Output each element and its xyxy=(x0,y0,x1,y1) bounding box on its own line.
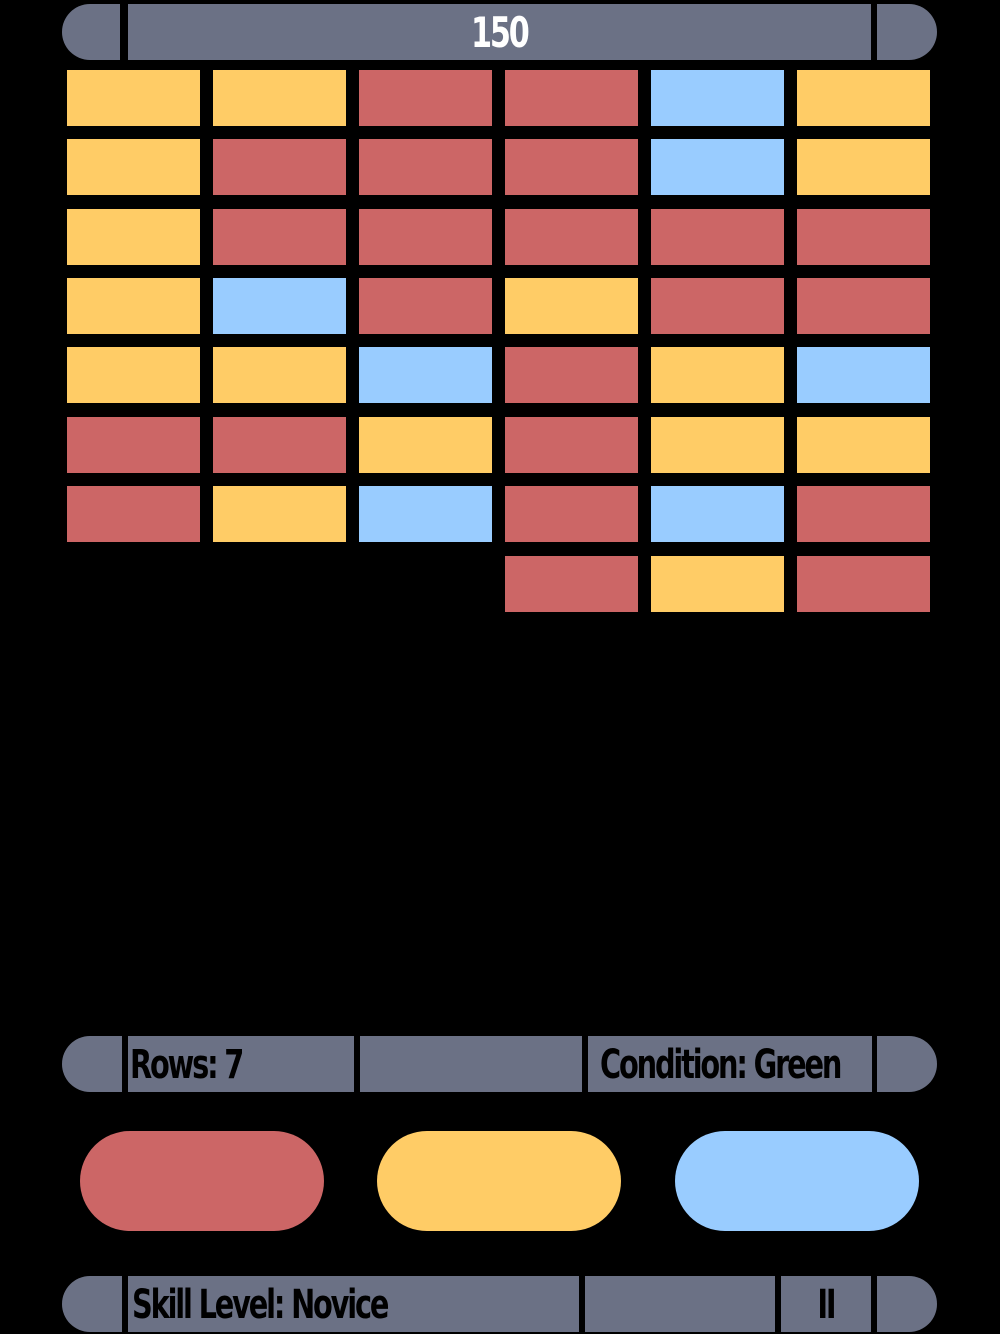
brick-red xyxy=(213,417,346,473)
brick-red xyxy=(505,347,638,403)
brick-blue xyxy=(359,486,492,542)
brick-yellow xyxy=(213,486,346,542)
rows-label: Rows: 7 xyxy=(130,1042,244,1088)
brick-yellow xyxy=(67,278,200,334)
pause-icon: II xyxy=(817,1282,836,1328)
status-bar-left-cap xyxy=(62,1036,122,1092)
score-value: 150 xyxy=(471,8,530,57)
brick-red xyxy=(213,139,346,195)
brick-yellow xyxy=(67,139,200,195)
brick-red xyxy=(67,417,200,473)
status-bar: Rows: 7 Condition: Green xyxy=(62,1036,937,1092)
skill-bar-blank-segment xyxy=(585,1276,775,1332)
brick-red xyxy=(505,417,638,473)
brick-red xyxy=(651,209,784,265)
rows-display: Rows: 7 xyxy=(128,1036,354,1092)
score-bar: 150 xyxy=(62,4,937,60)
brick-red xyxy=(797,278,930,334)
score-bar-right-cap xyxy=(877,4,937,60)
pause-button[interactable]: II xyxy=(781,1276,871,1332)
red-color-button[interactable] xyxy=(80,1131,324,1231)
score-bar-left-cap xyxy=(62,4,120,60)
score-display: 150 xyxy=(128,4,871,60)
brick-red xyxy=(213,209,346,265)
brick-red xyxy=(797,486,930,542)
brick-red xyxy=(359,70,492,126)
brick-red xyxy=(505,139,638,195)
brick-red xyxy=(505,556,638,612)
brick-red xyxy=(505,70,638,126)
brick-yellow xyxy=(213,347,346,403)
brick-blue xyxy=(797,347,930,403)
brick-blue xyxy=(651,139,784,195)
brick-red xyxy=(359,139,492,195)
brick-yellow xyxy=(67,70,200,126)
brick-yellow xyxy=(213,70,346,126)
brick-yellow xyxy=(505,278,638,334)
skill-level-display[interactable]: Skill Level: Novice xyxy=(128,1276,579,1332)
brick-yellow xyxy=(359,417,492,473)
skill-bar-right-cap xyxy=(877,1276,937,1332)
skill-bar-left-cap xyxy=(62,1276,122,1332)
blue-color-button[interactable] xyxy=(675,1131,919,1231)
skill-bar: Skill Level: Novice II xyxy=(62,1276,937,1332)
brick-yellow xyxy=(797,417,930,473)
brick-yellow xyxy=(651,347,784,403)
condition-display: Condition: Green xyxy=(588,1036,872,1092)
status-bar-blank-segment xyxy=(360,1036,582,1092)
brick-red xyxy=(359,278,492,334)
brick-blue xyxy=(651,486,784,542)
brick-yellow xyxy=(797,70,930,126)
condition-label: Condition: Green xyxy=(600,1042,842,1088)
skill-level-label: Skill Level: Novice xyxy=(132,1282,389,1328)
brick-red xyxy=(797,556,930,612)
brick-red xyxy=(505,486,638,542)
brick-yellow xyxy=(651,556,784,612)
brick-red xyxy=(67,486,200,542)
status-bar-right-cap xyxy=(877,1036,937,1092)
brick-blue xyxy=(213,278,346,334)
brick-red xyxy=(797,209,930,265)
brick-yellow xyxy=(651,417,784,473)
brick-yellow xyxy=(67,347,200,403)
brick-yellow xyxy=(67,209,200,265)
brick-red xyxy=(651,278,784,334)
brick-blue xyxy=(359,347,492,403)
brick-yellow xyxy=(797,139,930,195)
brick-red xyxy=(359,209,492,265)
brick-blue xyxy=(651,70,784,126)
yellow-color-button[interactable] xyxy=(377,1131,621,1231)
brick-red xyxy=(505,209,638,265)
